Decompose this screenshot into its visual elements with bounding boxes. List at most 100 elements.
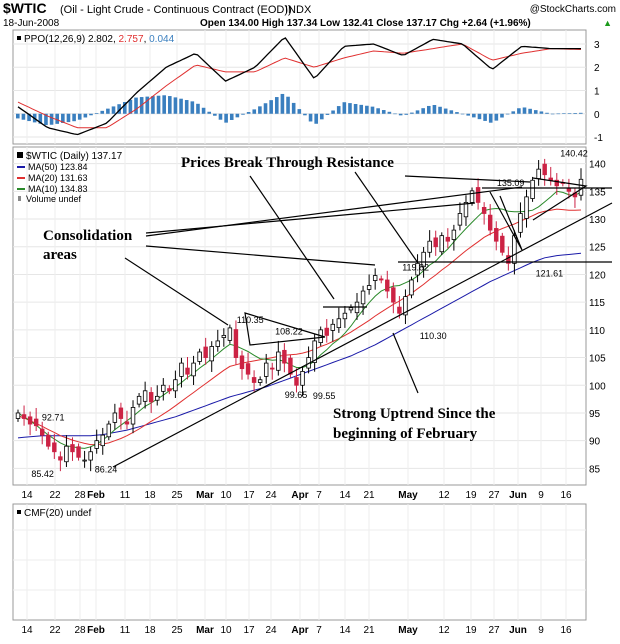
ppo-histogram-bar <box>488 113 493 123</box>
x-axis-label: Mar <box>196 625 214 636</box>
x-axis-label: Apr <box>291 490 308 501</box>
candle-body <box>88 451 93 461</box>
x-axis-label: 17 <box>243 625 255 636</box>
x-axis-label: Feb <box>87 625 105 636</box>
x-axis-label: Mar <box>196 490 214 501</box>
x-axis-label: Feb <box>87 490 105 501</box>
ppo-histogram-bar <box>156 95 161 114</box>
ppo-histogram-bar <box>83 113 88 118</box>
ppo-histogram-bar <box>410 112 414 114</box>
candle-body <box>257 379 263 383</box>
candle-body <box>58 456 63 461</box>
candle-body <box>167 388 172 392</box>
candle-body <box>330 323 336 331</box>
price-label: 108.22 <box>275 327 303 337</box>
candle-body <box>239 355 245 370</box>
x-axis-label: 14 <box>21 625 33 636</box>
candle-body <box>481 206 487 214</box>
candle-body <box>385 279 390 292</box>
candle-body <box>348 307 354 311</box>
ppo-histogram-bar <box>100 110 105 114</box>
price-y-tick: 130 <box>589 215 606 226</box>
x-axis-label: 14 <box>21 490 33 501</box>
ppo-histogram-bar <box>274 97 279 114</box>
ppo-histogram-bar <box>567 113 572 114</box>
price-y-tick: 95 <box>589 409 601 420</box>
legend-volume: Volume undef <box>26 194 82 204</box>
x-axis-label: 27 <box>488 625 500 636</box>
ppo-histogram-bar <box>331 110 335 114</box>
ppo-histogram-bar <box>44 113 48 126</box>
ppo-histogram-bar <box>258 106 262 114</box>
ppo-histogram-bar <box>66 113 71 123</box>
annotation-uptrend-1: Strong Uptrend Since the <box>333 406 496 422</box>
ppo-histogram-bar <box>72 113 76 122</box>
candle-body <box>475 187 481 203</box>
candle-body <box>288 357 293 375</box>
candle-body <box>578 178 584 196</box>
ppo-y-tick: 1 <box>594 86 600 97</box>
legend-ma50: MA(50) 123.84 <box>28 162 88 172</box>
chart-exchange: INDX <box>285 4 312 16</box>
ppo-histogram-bar <box>562 113 566 114</box>
candle-body <box>209 346 214 362</box>
cmf-legend: CMF(20) undef <box>24 508 91 519</box>
triangle-1 <box>244 312 326 346</box>
consolidation-arrow-2 <box>145 186 523 237</box>
candle-body <box>136 395 142 405</box>
ma10-line <box>17 190 582 449</box>
ppo-y-tick: 2 <box>594 63 600 74</box>
candle-body <box>118 407 124 419</box>
x-axis-label: 16 <box>560 625 572 636</box>
candle-body <box>439 235 444 253</box>
ppo-histogram-bar <box>77 113 82 120</box>
candle-body <box>173 379 178 392</box>
candle-body <box>39 428 45 436</box>
candle-body <box>530 179 535 199</box>
candle-body <box>506 255 511 264</box>
ppo-histogram-bar <box>151 96 155 114</box>
ppo-histogram-bar <box>196 103 200 114</box>
ppo-legend-label: PPO(12,26,9) 2.802, 2.757, 0.044 <box>24 34 175 45</box>
price-y-axis: 140 135 130 125 120 115 110 105 100 95 90 85 <box>589 160 606 476</box>
ppo-legend-histogram: 0.044 <box>149 34 174 45</box>
candle-body <box>148 392 154 403</box>
ppo-histogram-bar <box>224 113 228 123</box>
x-axis-label: 7 <box>316 625 322 636</box>
legend-price: $WTIC (Daily) 137.17 <box>26 151 123 162</box>
x-axis-label: 28 <box>74 625 86 636</box>
ppo-histogram-bar <box>246 112 251 114</box>
x-axis-label: 10 <box>220 625 232 636</box>
ohlc-change-arrow: ▲ <box>603 18 612 28</box>
price-label: 135.09 <box>497 178 525 188</box>
candle-body <box>427 240 432 253</box>
candle-body <box>415 262 420 276</box>
ppo-histogram-bar <box>432 105 437 114</box>
candle-body <box>76 446 81 458</box>
candle-body <box>263 362 269 377</box>
ppo-histogram-bar <box>443 108 448 114</box>
x-axis-label: 11 <box>120 625 131 636</box>
legend-ma20: MA(20) 131.63 <box>28 173 88 183</box>
candle-body <box>70 444 75 453</box>
x-axis-label: 17 <box>243 490 255 501</box>
x-axis-label: 12 <box>438 625 450 636</box>
price-y-tick: 140 <box>589 160 606 171</box>
candle-body <box>203 346 208 358</box>
ppo-histogram-bar <box>522 107 527 114</box>
ppo-histogram-bar <box>303 113 307 116</box>
legend-ma10: MA(10) 134.83 <box>28 184 88 194</box>
ppo-histogram-bar <box>218 113 223 120</box>
ppo-histogram-bar <box>438 106 442 114</box>
candle-body <box>524 196 529 219</box>
breakout-arrow-3 <box>404 175 531 183</box>
ppo-histogram-bar <box>387 111 392 114</box>
ppo-y-tick: 3 <box>594 40 600 51</box>
ppo-histogram-bar <box>550 113 555 115</box>
x-axis-label: 24 <box>265 490 277 501</box>
candle-body <box>15 412 21 419</box>
candle-body <box>457 213 463 226</box>
ppo-legend-signal: 2.757 <box>119 34 144 45</box>
breakout-arrow-1 <box>249 175 335 300</box>
